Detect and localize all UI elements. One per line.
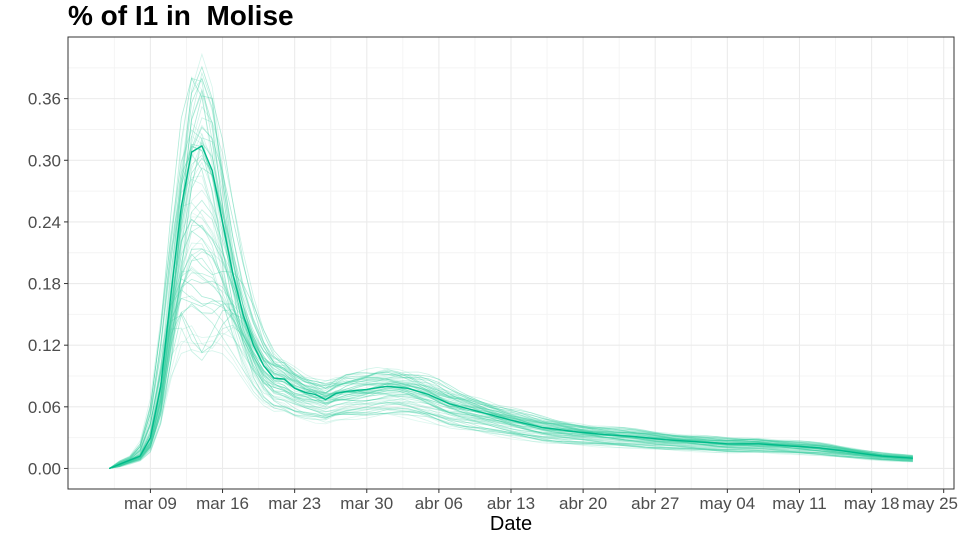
ensemble-series-line [109, 295, 913, 469]
ensemble-series-line [109, 218, 913, 469]
ensemble-series-line [109, 77, 913, 469]
ensemble-series-line [108, 146, 913, 469]
ensemble-series-line [109, 340, 913, 469]
major-gridlines [68, 37, 954, 489]
ensemble-series-line [109, 132, 913, 469]
ensemble-series-line [109, 189, 913, 469]
ensemble-series-line [109, 224, 913, 469]
ensemble-series-line [109, 157, 913, 469]
ensemble-series-line [109, 167, 913, 469]
x-tick-label: mar 16 [196, 494, 249, 513]
y-tick-label: 0.36 [28, 90, 61, 109]
main-series-line [108, 144, 913, 470]
x-tick-label: may 11 [772, 494, 827, 513]
ensemble-series-line [109, 71, 913, 469]
ensemble-series-line [109, 126, 913, 469]
ensemble-series-line [109, 88, 913, 469]
ensemble-series-line [109, 270, 913, 469]
ensemble-series-line [109, 267, 913, 469]
main-series-group [108, 144, 913, 470]
ensemble-series-line [109, 77, 913, 469]
ensemble-series-line [109, 211, 913, 469]
x-tick-label: abr 27 [631, 494, 679, 513]
ensemble-series-line [109, 253, 913, 469]
ensemble-series-line [109, 303, 913, 469]
ensemble-series-line [109, 248, 913, 469]
x-tick-label: abr 20 [559, 494, 607, 513]
x-axis: mar 09 mar 16 mar 23 mar 30 abr 06 abr 13 abr … [124, 489, 958, 513]
ensemble-series-line [109, 52, 913, 469]
x-tick-label: mar 23 [268, 494, 321, 513]
y-axis: 0.00 0.06 0.12 0.18 0.24 0.30 0.36 [28, 90, 68, 478]
y-tick-label: 0.00 [28, 459, 61, 478]
ensemble-series-line [109, 251, 913, 469]
ensemble-series-line [108, 129, 913, 469]
ensemble-series-line [109, 305, 913, 469]
ensemble-series-line [109, 237, 913, 469]
ensemble-series-line [109, 145, 913, 469]
ensemble-series-line [108, 309, 913, 469]
ensemble-series-line [109, 91, 913, 469]
ensemble-series-line [109, 161, 913, 469]
ensemble-series-line [109, 230, 913, 469]
ensemble-series-line [109, 95, 913, 469]
ensemble-series-line [109, 278, 913, 469]
ensemble-series-line [109, 349, 913, 469]
ensemble-series-line [108, 178, 913, 469]
ensemble-series-line [109, 218, 913, 469]
x-tick-label: abr 06 [415, 494, 463, 513]
x-tick-label: may 25 [902, 494, 958, 513]
ensemble-series-line [109, 153, 913, 469]
chart-title: % of I1 in Molise [68, 0, 294, 31]
ensemble-series-line [109, 137, 913, 469]
ensemble-series-line [109, 124, 913, 469]
y-tick-label: 0.12 [28, 336, 61, 355]
ensemble-series-line [109, 117, 913, 469]
ensemble-series-line [109, 332, 913, 469]
x-tick-label: mar 30 [340, 494, 393, 513]
y-tick-label: 0.18 [28, 275, 61, 294]
ensemble-series-line [109, 257, 913, 469]
ensemble-series-line [109, 142, 913, 469]
simulation-ensemble-lines [108, 52, 913, 469]
y-tick-label: 0.30 [28, 151, 61, 170]
x-tick-label: mar 09 [124, 494, 177, 513]
x-tick-label: may 04 [699, 494, 755, 513]
ensemble-series-line [109, 272, 913, 469]
ensemble-series-line [109, 139, 913, 469]
ensemble-series-line [109, 216, 913, 469]
ensemble-series-line [109, 77, 913, 469]
ensemble-series-line [109, 76, 913, 469]
ensemble-series-line [109, 175, 913, 469]
ensemble-series-line [108, 135, 913, 469]
ensemble-series-line [109, 242, 913, 469]
y-tick-label: 0.24 [28, 213, 61, 232]
ensemble-series-line [109, 122, 913, 469]
ensemble-series-line [109, 311, 913, 469]
x-tick-label: may 18 [844, 494, 900, 513]
x-tick-label: abr 13 [487, 494, 535, 513]
ensemble-series-line [109, 289, 913, 469]
y-tick-label: 0.06 [28, 398, 61, 417]
ensemble-series-line [109, 209, 913, 469]
x-axis-title: Date [490, 513, 532, 535]
